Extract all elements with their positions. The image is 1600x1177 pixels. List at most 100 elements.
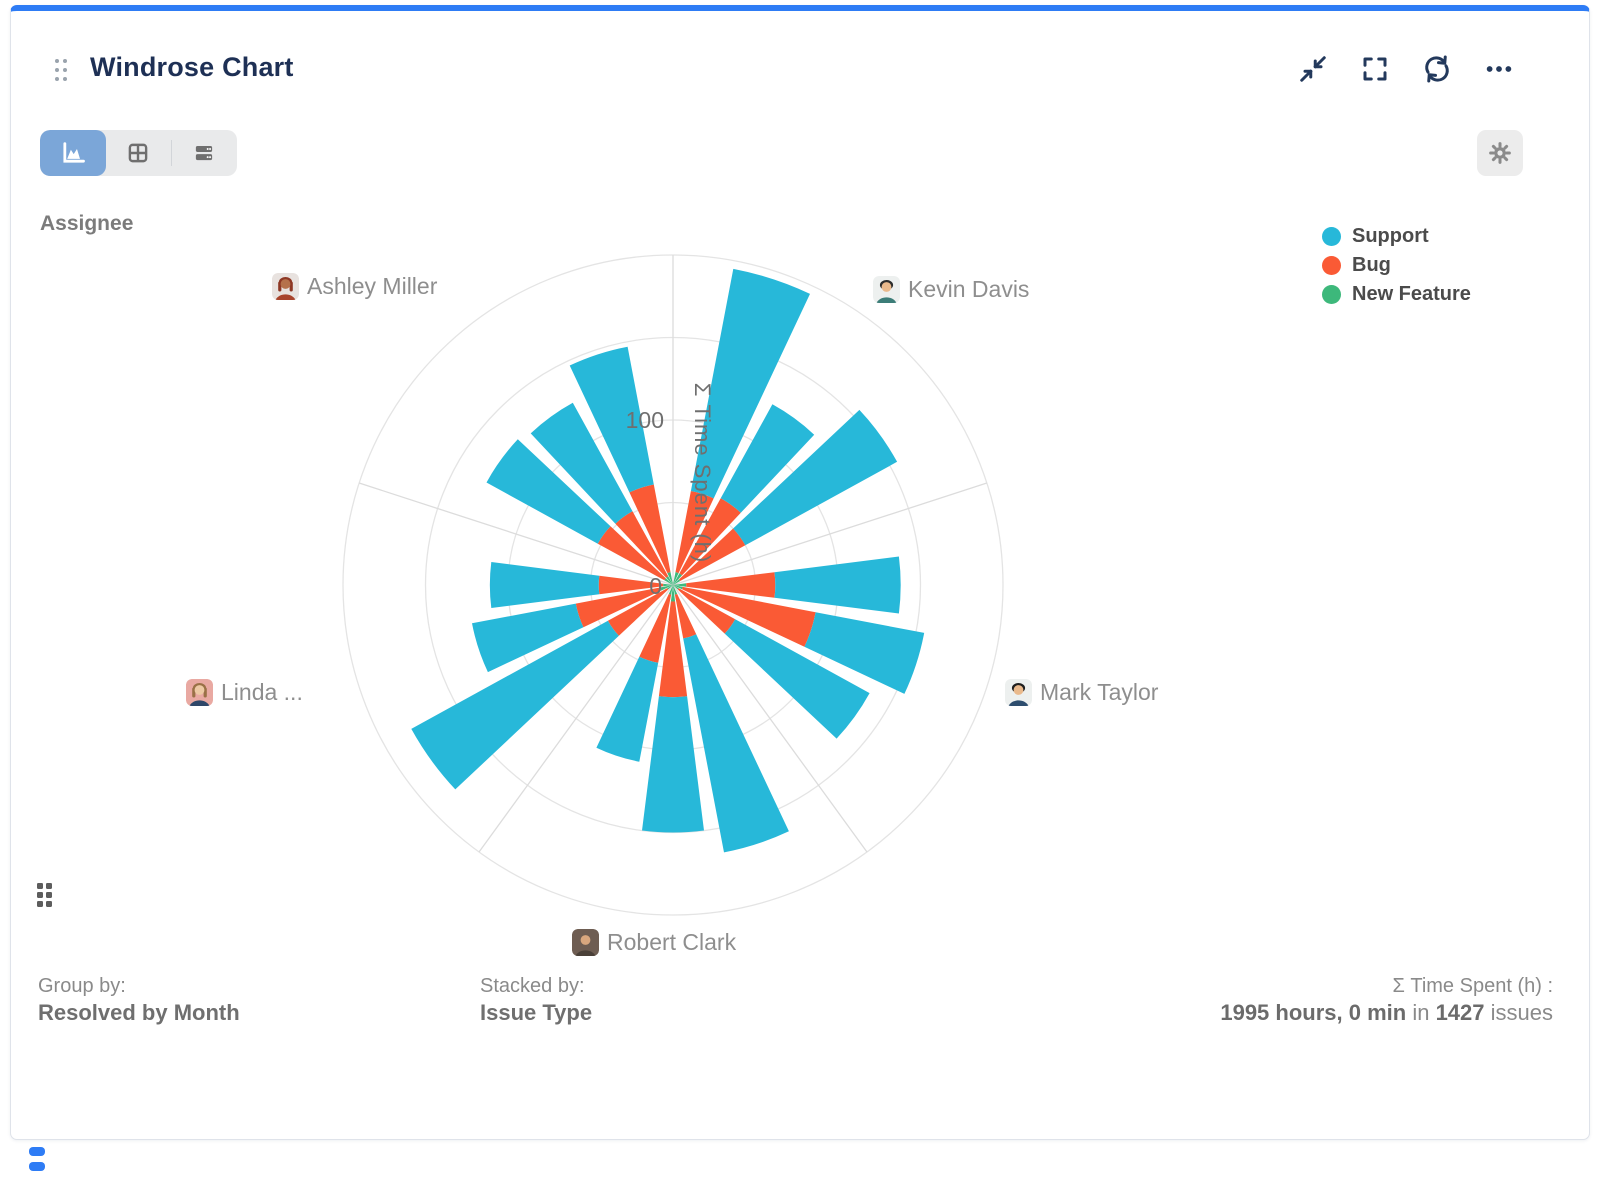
windrose-bar-segment-support[interactable] xyxy=(804,612,925,694)
windrose-bar-segment-new-feature[interactable] xyxy=(660,585,673,591)
windrose-bar-segment-bug[interactable] xyxy=(575,587,662,628)
next-widget-border-fragment xyxy=(29,1147,45,1177)
windrose-bar-segment-new-feature[interactable] xyxy=(673,583,687,587)
chart-resize-grip-icon[interactable] xyxy=(37,883,53,909)
legend-item-new-feature[interactable]: New Feature xyxy=(1322,280,1471,309)
windrose-bar-segment-support[interactable] xyxy=(489,562,600,608)
fullscreen-button[interactable] xyxy=(1360,54,1390,84)
stacked-by-block: Stacked by: Issue Type xyxy=(480,973,592,1027)
list-rows-icon xyxy=(195,145,213,161)
windrose-bar-segment-support[interactable] xyxy=(472,603,584,673)
total-time-label: Σ Time Spent (h) : xyxy=(1392,975,1553,997)
kevin-davis-avatar xyxy=(873,276,900,303)
collapse-button[interactable] xyxy=(1298,54,1328,84)
table-icon xyxy=(129,143,148,163)
windrose-bar-segment-support[interactable] xyxy=(569,346,654,493)
assignee-label-robert-clark: Robert Clark xyxy=(572,929,736,956)
assignee-name: Linda ... xyxy=(221,679,303,705)
windrose-bar-segment-support[interactable] xyxy=(774,556,901,614)
settings-button[interactable] xyxy=(1477,130,1523,176)
stacked-by-value: Issue Type xyxy=(480,1000,593,1025)
windrose-bar-segment-new-feature[interactable] xyxy=(667,572,673,585)
total-time-value: 1995 hours, 0 min in 1427 issues xyxy=(1220,999,1553,1027)
windrose-bar-segment-bug[interactable] xyxy=(597,526,666,581)
widget-title: Windrose Chart xyxy=(90,52,294,82)
refresh-button[interactable] xyxy=(1422,54,1452,84)
group-by-label: Group by: xyxy=(38,975,126,997)
windrose-bar-segment-bug[interactable] xyxy=(674,594,697,639)
windrose-bar-segment-support[interactable] xyxy=(642,696,704,833)
dimension-label: Assignee xyxy=(40,212,134,235)
view-switcher xyxy=(40,130,237,176)
windrose-bar-segment-bug[interactable] xyxy=(639,594,672,663)
windrose-bar-segment-support[interactable] xyxy=(411,620,619,790)
windrose-bar-segment-bug[interactable] xyxy=(629,484,671,574)
legend-item-support[interactable]: Support xyxy=(1322,222,1471,251)
widget-drag-handle-icon[interactable] xyxy=(54,57,68,83)
windrose-bar-segment-new-feature[interactable] xyxy=(673,579,681,585)
group-by-block: Group by: Resolved by Month xyxy=(38,973,240,1027)
windrose-bar-segment-bug[interactable] xyxy=(682,586,816,647)
windrose-bar-segment-new-feature[interactable] xyxy=(667,585,673,590)
gear-icon xyxy=(1489,142,1511,164)
windrose-bar-segment-bug[interactable] xyxy=(679,498,741,576)
windrose-bar-segment-support[interactable] xyxy=(733,409,898,546)
ashley-miller-avatar xyxy=(272,273,299,300)
windrose-bar-segment-new-feature[interactable] xyxy=(670,585,676,602)
new-feature-color-dot xyxy=(1322,285,1341,304)
windrose-bar-segment-bug[interactable] xyxy=(686,572,776,598)
windrose-bar-segment-bug[interactable] xyxy=(607,588,669,636)
mark-taylor-avatar xyxy=(1005,679,1032,706)
windrose-bar-segment-new-feature[interactable] xyxy=(673,585,678,595)
windrose-bar-segment-bug[interactable] xyxy=(615,511,669,578)
windrose-bar-segment-new-feature[interactable] xyxy=(666,576,673,585)
assignee-label-ashley-miller: Ashley Miller xyxy=(272,273,437,300)
windrose-bar-segment-new-feature[interactable] xyxy=(673,585,683,590)
assignee-name: Mark Taylor xyxy=(1040,679,1159,705)
windrose-bar-segment-support[interactable] xyxy=(720,404,815,513)
header-actions xyxy=(1298,54,1514,84)
windrose-bar-segment-new-feature[interactable] xyxy=(673,585,679,590)
fullscreen-icon xyxy=(1363,57,1387,81)
legend-label: Bug xyxy=(1352,254,1391,276)
windrose-bar-segment-new-feature[interactable] xyxy=(673,572,679,585)
windrose-bar-segment-support[interactable] xyxy=(690,268,810,499)
assignee-name: Kevin Davis xyxy=(908,276,1030,302)
windrose-bar-segment-bug[interactable] xyxy=(679,528,746,582)
legend-label: Support xyxy=(1352,225,1429,247)
windrose-bar-segment-support[interactable] xyxy=(486,439,611,544)
stacked-by-label: Stacked by: xyxy=(480,975,585,997)
refresh-icon xyxy=(1425,55,1449,83)
windrose-bar-segment-support[interactable] xyxy=(596,656,659,762)
windrose-bar-segment-bug[interactable] xyxy=(675,491,714,574)
windrose-bar-segment-new-feature[interactable] xyxy=(673,573,682,585)
windrose-bar-segment-bug[interactable] xyxy=(598,575,664,595)
total-issue-count: 1427 xyxy=(1435,1000,1485,1025)
windrose-bar-segment-support[interactable] xyxy=(683,634,789,853)
collapse-icon xyxy=(1300,56,1326,82)
windrose-bar-segment-bug[interactable] xyxy=(677,588,736,634)
windrose-bar-segment-new-feature[interactable] xyxy=(664,578,673,585)
table-view-button[interactable] xyxy=(106,130,172,176)
robert-clark-avatar xyxy=(572,929,599,956)
more-button[interactable] xyxy=(1484,54,1514,84)
total-suffix: issues xyxy=(1484,1000,1553,1025)
list-view-button[interactable] xyxy=(171,130,237,176)
assignee-name: Robert Clark xyxy=(607,929,737,955)
windrose-bar-segment-new-feature[interactable] xyxy=(668,585,673,595)
assignee-label-kevin-davis: Kevin Davis xyxy=(873,276,1029,303)
assignee-label-linda: Linda ... xyxy=(186,679,303,706)
bug-color-dot xyxy=(1322,256,1341,275)
windrose-bar-segment-new-feature[interactable] xyxy=(663,583,673,587)
chart-view-button[interactable] xyxy=(40,130,106,176)
linda-avatar xyxy=(186,679,213,706)
support-color-dot xyxy=(1322,227,1341,246)
windrose-bar-segment-support[interactable] xyxy=(530,402,633,524)
assignee-name: Ashley Miller xyxy=(307,273,438,299)
area-chart-icon xyxy=(63,142,85,163)
total-hours: 1995 hours, 0 min xyxy=(1220,1000,1407,1025)
windrose-bar-segment-bug[interactable] xyxy=(658,601,688,698)
view-divider xyxy=(171,140,173,166)
legend-item-bug[interactable]: Bug xyxy=(1322,251,1471,280)
windrose-bar-segment-support[interactable] xyxy=(724,619,870,739)
